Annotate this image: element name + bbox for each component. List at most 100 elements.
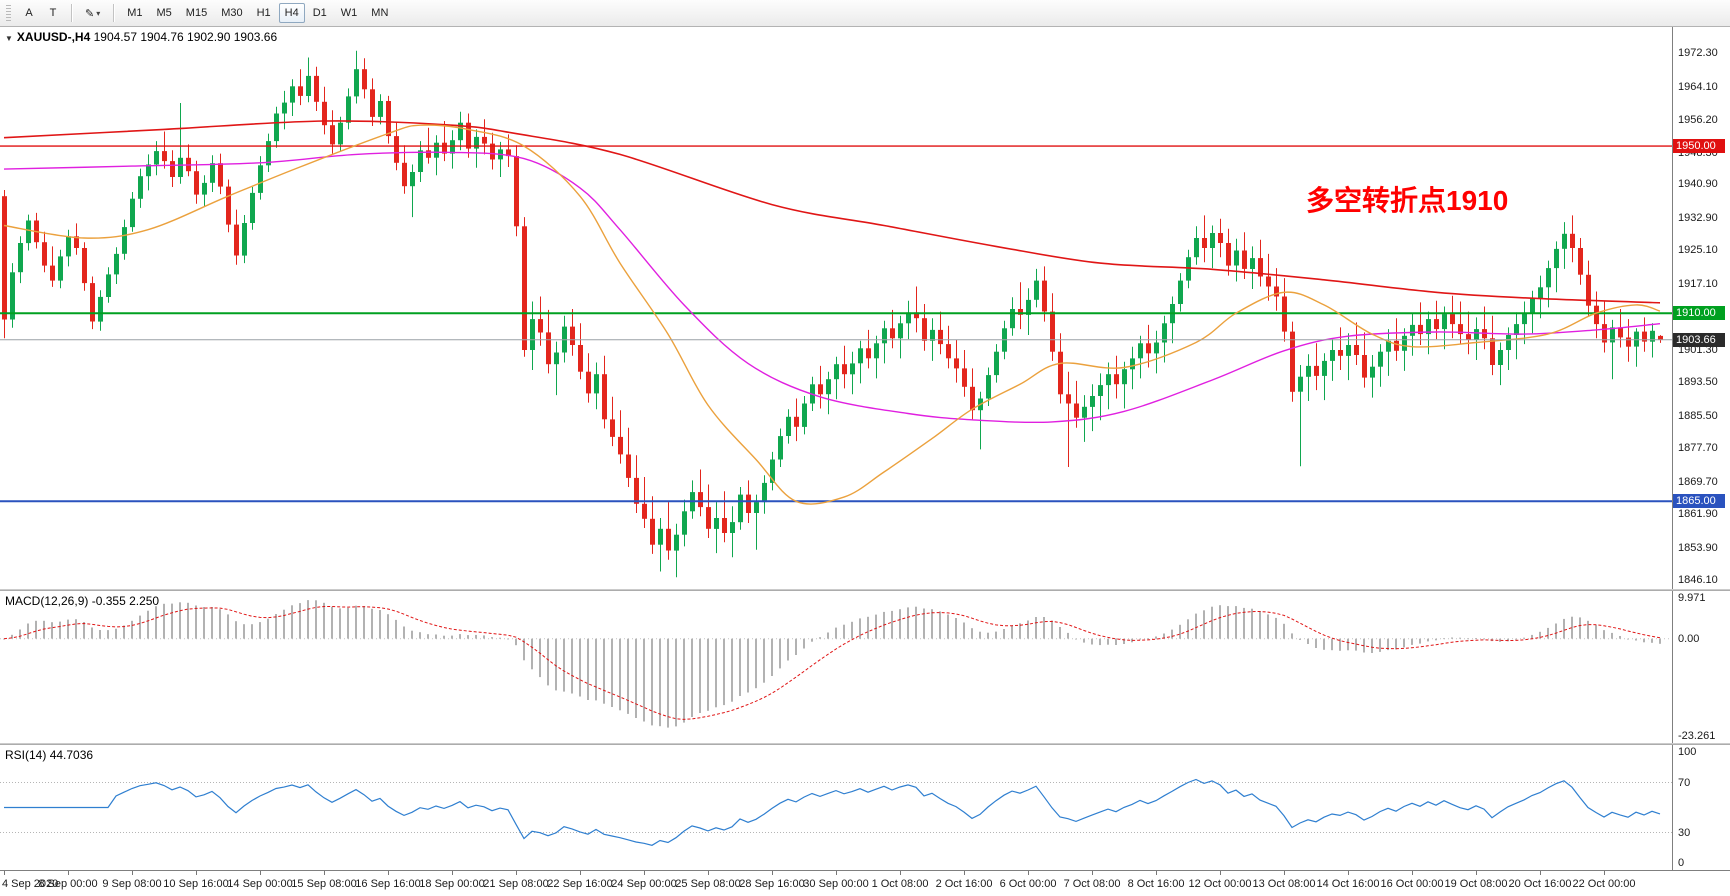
toolbar: A T ✎ ▾ M1 M5 M15 M30 H1 H4 D1 W1 MN: [0, 0, 1730, 27]
time-tick: [516, 871, 517, 875]
price-label: 1925.10: [1678, 244, 1718, 257]
macd-scale[interactable]: 9.971 0.00 -23.261: [1672, 591, 1730, 743]
time-label: 30 Sep 00:00: [803, 878, 869, 890]
chevron-down-icon: ▾: [96, 8, 101, 18]
time-tick: [452, 871, 453, 875]
toolbar-separator: [71, 4, 72, 22]
time-label: 16 Sep 16:00: [355, 878, 421, 890]
time-label: 1 Oct 08:00: [871, 878, 929, 890]
time-label: 18 Sep 00:00: [419, 878, 485, 890]
rsi-header: RSI(14) 44.7036: [5, 748, 93, 762]
macd-scale-label: -23.261: [1678, 730, 1716, 742]
timeframe-button-m5[interactable]: M5: [151, 3, 178, 23]
collapse-icon[interactable]: ▼: [5, 34, 13, 43]
time-tick: [836, 871, 837, 875]
time-tick: [708, 871, 709, 875]
rsi-name: RSI(14): [5, 748, 47, 762]
bid-price-badge: 1903.66: [1673, 332, 1725, 347]
time-tick: [900, 871, 901, 875]
price-label: 1956.20: [1678, 114, 1718, 127]
time-label: 16 Oct 00:00: [1380, 878, 1444, 890]
candlestick-plot[interactable]: [0, 27, 1672, 589]
macd-header: MACD(12,26,9) -0.355 2.250: [5, 594, 159, 608]
pane-separator[interactable]: [0, 743, 1730, 745]
pencil-icon: ✎: [85, 7, 95, 20]
ohlc-values: 1904.57 1904.76 1902.90 1903.66: [93, 30, 278, 44]
time-tick: [1540, 871, 1541, 875]
rsi-plot[interactable]: [0, 745, 1672, 870]
time-tick: [1412, 871, 1413, 875]
text-tool-t-button[interactable]: T: [42, 3, 64, 23]
time-tick: [1220, 871, 1221, 875]
ma-fast-orange-line: [3, 124, 1661, 505]
main-chart-pane: ▼ XAUUSD-,H4 1904.57 1904.76 1902.90 1903…: [0, 27, 1730, 589]
time-label: 4 Sep 2020: [2, 878, 59, 890]
price-label: 1932.90: [1678, 211, 1718, 224]
timeframe-button-w1[interactable]: W1: [335, 3, 364, 23]
macd-name: MACD(12,26,9): [5, 594, 89, 608]
time-tick: [260, 871, 261, 875]
rsi-scale-label: 0: [1678, 857, 1685, 869]
macd-scale-label: 9.971: [1678, 592, 1706, 604]
time-label: 2 Oct 16:00: [935, 878, 993, 890]
macd-signal-line: [3, 606, 1661, 720]
macd-values: -0.355 2.250: [91, 594, 160, 608]
time-tick: [324, 871, 325, 875]
timeframe-button-m30[interactable]: M30: [215, 3, 248, 23]
price-label: 1940.90: [1678, 178, 1718, 191]
timeframe-button-h4[interactable]: H4: [278, 3, 305, 23]
draw-tool-button[interactable]: ✎ ▾: [79, 3, 106, 23]
timeframe-button-m15[interactable]: M15: [180, 3, 213, 23]
time-tick: [1092, 871, 1093, 875]
time-label: 6 Oct 00:00: [999, 878, 1057, 890]
time-tick: [1348, 871, 1349, 875]
annotation-text[interactable]: 多空转折点1910: [1306, 185, 1509, 216]
price-label: 1917.10: [1678, 277, 1718, 290]
rsi-scale-label: 70: [1678, 776, 1691, 789]
macd-scale-label: 0.00: [1678, 632, 1700, 645]
macd-plot[interactable]: [0, 591, 1672, 743]
time-tick: [644, 871, 645, 875]
time-label: 12 Oct 00:00: [1188, 878, 1252, 890]
time-label: 24 Sep 00:00: [611, 878, 677, 890]
chart-header: ▼ XAUUSD-,H4 1904.57 1904.76 1902.90 1903…: [5, 30, 277, 44]
price-label: 1861.90: [1678, 508, 1718, 521]
pane-separator[interactable]: [0, 589, 1730, 591]
rsi-scale-label: 100: [1678, 746, 1697, 758]
ma-slow-red-line: [3, 120, 1661, 304]
timeframe-button-mn[interactable]: MN: [365, 3, 394, 23]
text-tool-a-button[interactable]: A: [18, 3, 40, 23]
time-label: 22 Sep 16:00: [547, 878, 613, 890]
ma-medium-magenta-line: [3, 151, 1661, 424]
price-label: 1972.30: [1678, 46, 1718, 59]
price-label: 1893.50: [1678, 376, 1718, 389]
time-axis[interactable]: 4 Sep 2020 8 Sep 00:00 9 Sep 08:00 10 Sep 1…: [0, 870, 1730, 896]
price-badge-1910.00: 1910.00: [1673, 306, 1725, 321]
timeframe-button-m1[interactable]: M1: [121, 3, 148, 23]
timeframe-button-d1[interactable]: D1: [307, 3, 333, 23]
price-label: 1869.70: [1678, 475, 1718, 488]
time-tick: [1028, 871, 1029, 875]
price-label: 1885.50: [1678, 409, 1718, 422]
toolbar-separator: [113, 4, 115, 22]
price-badge-1950.00: 1950.00: [1673, 139, 1725, 154]
price-label: 1853.90: [1678, 541, 1718, 554]
time-tick: [388, 871, 389, 875]
time-tick: [1604, 871, 1605, 875]
time-tick: [196, 871, 197, 875]
rsi-value: 44.7036: [49, 748, 94, 762]
time-tick: [772, 871, 773, 875]
rsi-scale[interactable]: 100 70 30 0: [1672, 745, 1730, 870]
rsi-line: [4, 778, 1661, 846]
macd-histogram: [3, 600, 1661, 728]
price-scale[interactable]: 1972.30 1964.10 1956.20 1948.30 1940.90 1932.…: [1672, 27, 1730, 589]
toolbar-grip[interactable]: [6, 5, 11, 21]
rsi-scale-label: 30: [1678, 826, 1691, 839]
time-label: 20 Oct 16:00: [1508, 878, 1572, 890]
timeframe-button-h1[interactable]: H1: [251, 3, 277, 23]
price-label: 1846.10: [1678, 574, 1718, 587]
time-label: 14 Sep 00:00: [227, 878, 293, 890]
time-tick: [132, 871, 133, 875]
time-label: 19 Oct 08:00: [1444, 878, 1508, 890]
